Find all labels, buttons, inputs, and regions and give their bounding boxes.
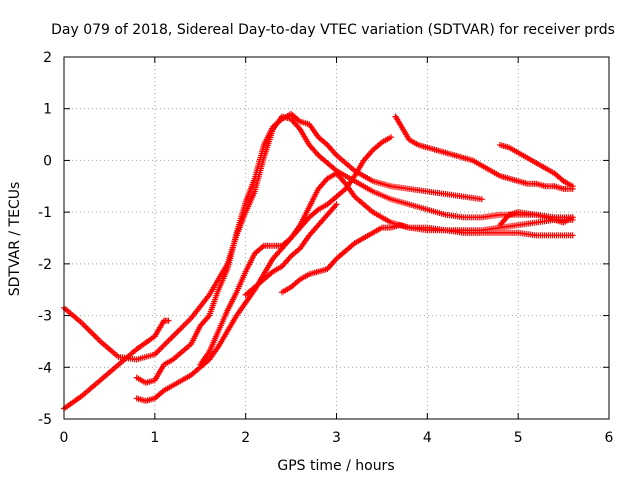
x-tick-label: 2 bbox=[241, 430, 250, 446]
x-tick-label: 4 bbox=[423, 430, 432, 446]
y-tick-label: 0 bbox=[43, 153, 52, 169]
series-track bbox=[497, 209, 576, 229]
y-tick-labels: -5 -4 -3 -2 -1 0 1 2 bbox=[38, 50, 52, 428]
x-axis-label: GPS time / hours bbox=[277, 458, 394, 474]
data-point bbox=[569, 232, 576, 239]
y-tick-label: 1 bbox=[43, 102, 52, 118]
data-point bbox=[388, 134, 394, 141]
grid bbox=[64, 57, 609, 419]
data-series bbox=[61, 110, 576, 412]
y-tick-label: -3 bbox=[38, 309, 52, 325]
x-tick-label: 3 bbox=[332, 430, 341, 446]
y-tick-label: -1 bbox=[38, 205, 52, 221]
y-tick-label: -4 bbox=[38, 360, 52, 376]
data-point bbox=[569, 214, 576, 221]
y-tick-label: -2 bbox=[38, 257, 52, 273]
series-track bbox=[392, 113, 576, 192]
y-tick-label: -5 bbox=[38, 412, 52, 428]
y-axis-label: SDTVAR / TECUs bbox=[7, 182, 23, 297]
data-point bbox=[333, 201, 340, 208]
x-tick-label: 1 bbox=[150, 430, 159, 446]
chart-title: Day 079 of 2018, Sidereal Day-to-day VTE… bbox=[51, 22, 615, 38]
axis-ticks bbox=[63, 56, 610, 420]
data-point bbox=[478, 196, 485, 203]
x-tick-label: 6 bbox=[605, 430, 614, 446]
y-tick-label: 2 bbox=[43, 50, 52, 66]
series-track bbox=[61, 317, 172, 412]
x-tick-labels: 0 1 2 3 4 5 6 bbox=[60, 430, 614, 446]
data-point bbox=[165, 317, 172, 324]
series-track bbox=[242, 201, 340, 298]
series-track bbox=[133, 110, 485, 386]
series-track bbox=[497, 141, 576, 190]
data-point bbox=[569, 183, 576, 190]
x-tick-label: 0 bbox=[60, 430, 69, 446]
x-tick-label: 5 bbox=[514, 430, 523, 446]
